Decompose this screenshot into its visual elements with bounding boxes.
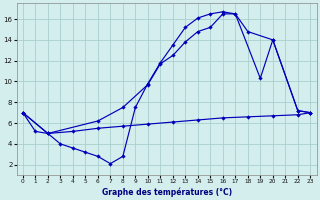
X-axis label: Graphe des températures (°C): Graphe des températures (°C) xyxy=(101,187,232,197)
